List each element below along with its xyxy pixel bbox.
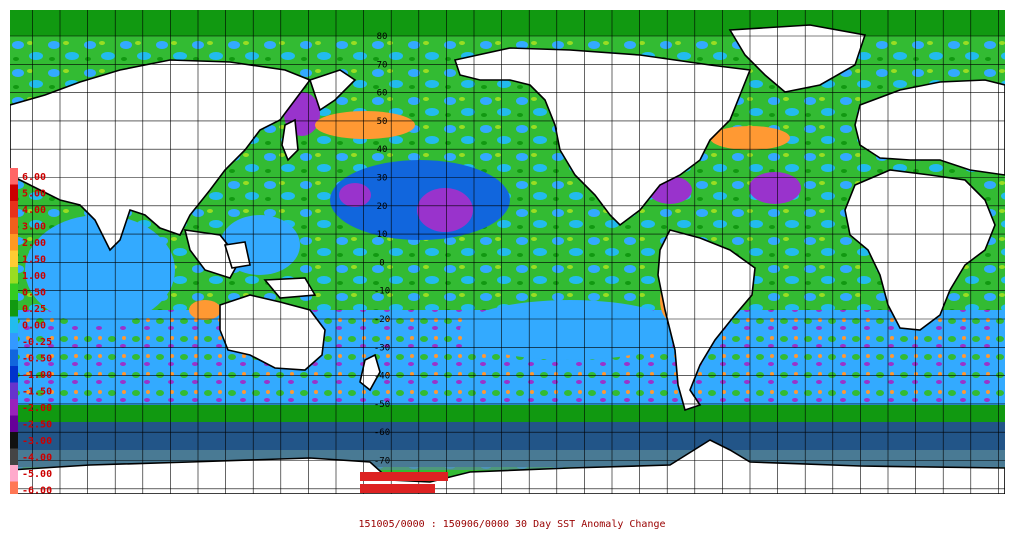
landmass-sea-islands [183, 229, 241, 279]
latitude-label: 10 [377, 230, 388, 240]
latitude-label: -40 [374, 372, 390, 382]
latitude-label: 70 [377, 60, 388, 70]
legend-swatch [10, 432, 18, 449]
latitude-label: 30 [377, 174, 388, 184]
legend-label: 0.00 [22, 321, 46, 332]
legend-swatch [10, 184, 18, 201]
inset-label-box-2 [360, 484, 435, 493]
legend-label: 6.00 [22, 172, 46, 183]
anomaly-purple-npac-2 [339, 183, 371, 207]
lat-lon-grid [10, 10, 1005, 494]
landmass-greenland [728, 24, 867, 93]
landmass-europe [854, 79, 1005, 176]
legend-label: -4.00 [22, 453, 52, 464]
anomaly-orange-aus [189, 300, 221, 320]
anomaly-blue-eqpac [460, 300, 680, 360]
legend-swatch [10, 267, 18, 284]
latitude-label: 20 [377, 202, 388, 212]
legend-label: -5.00 [22, 469, 52, 480]
landmass-new-guinea [263, 277, 317, 299]
legend-label: -1.50 [22, 387, 52, 398]
legend-label: -0.50 [22, 354, 52, 365]
legend-swatch [10, 333, 18, 350]
legend-label: 2.00 [22, 238, 46, 249]
legend-label: 4.00 [22, 205, 46, 216]
landmass-eurasia [10, 59, 312, 252]
legend-swatch [10, 300, 18, 317]
legend-swatch [10, 234, 18, 251]
legend-label: 3.00 [22, 222, 46, 233]
latitude-label: -10 [374, 287, 390, 297]
anomaly-purple-npac-1 [417, 188, 473, 232]
landmass-africa [844, 169, 996, 331]
latitude-label: 50 [377, 117, 388, 127]
latitude-label: -70 [374, 457, 390, 467]
latitude-label: 60 [377, 89, 388, 99]
sst-anomaly-map: 80 70 60 50 40 30 20 10 0 -10 -20 -30 -40 -50 -60 -70 6… [10, 10, 1005, 494]
legend-swatch [10, 201, 18, 218]
legend-label: -2.50 [22, 420, 52, 431]
antarctic-margin [10, 405, 1005, 422]
legend-swatch [10, 217, 18, 234]
legend-label: 5.00 [22, 189, 46, 200]
legend-swatch [10, 481, 18, 494]
latitude-label: -30 [374, 343, 390, 353]
anomaly-blue-indian [25, 215, 175, 325]
legend-label: -0.25 [22, 337, 52, 348]
legend-label: -1.00 [22, 370, 52, 381]
landmass-kamchatka [308, 69, 357, 112]
color-legend: 6.00 5.00 4.00 3.00 2.00 1.50 1.00 0.50 0.25 0.00… [10, 168, 52, 494]
arctic-band [10, 10, 1005, 36]
legend-swatch [10, 316, 18, 333]
anomaly-purple-atlantic [749, 172, 801, 204]
legend-swatch [10, 366, 18, 383]
legend-swatch [10, 250, 18, 267]
legend-label: 0.50 [22, 288, 46, 299]
landmass-north-america [453, 47, 752, 227]
latitude-label: 0 [379, 258, 384, 268]
legend-label: 1.50 [22, 255, 46, 266]
legend-label: -3.00 [22, 436, 52, 447]
landmass-new-zealand [359, 353, 381, 392]
map-caption: 151005/0000 : 150906/0000 30 Day SST Ano… [358, 519, 666, 530]
landmass-australia [219, 294, 326, 371]
anomaly-orange-npac [315, 111, 415, 139]
legend-swatch [10, 382, 18, 399]
latitude-label: -60 [374, 428, 390, 438]
legend-label: 1.00 [22, 271, 46, 282]
legend-swatch [10, 168, 18, 185]
inset-label-box-1 [360, 472, 448, 481]
legend-label: -2.00 [22, 403, 52, 414]
latitude-labels: 80 70 60 50 40 30 20 10 0 -10 -20 -30 -40 -50 -60 -70 [374, 32, 390, 467]
legend-swatch [10, 399, 18, 416]
landmass-borneo [223, 241, 251, 269]
legend-label: -6.00 [22, 486, 52, 495]
legend-swatch [10, 283, 18, 300]
legend-swatch [10, 349, 18, 366]
legend-label: 0.25 [22, 304, 46, 315]
legend-swatch [10, 465, 18, 482]
latitude-label: 40 [377, 145, 388, 155]
legend-swatch [10, 415, 18, 432]
land-masses [10, 24, 1005, 494]
latitude-label: -50 [374, 400, 390, 410]
legend-swatch [10, 448, 18, 465]
landmass-south-america [657, 229, 756, 412]
landmass-antarctica [10, 439, 1005, 494]
latitude-label: 80 [377, 32, 388, 42]
latitude-label: -20 [374, 315, 390, 325]
